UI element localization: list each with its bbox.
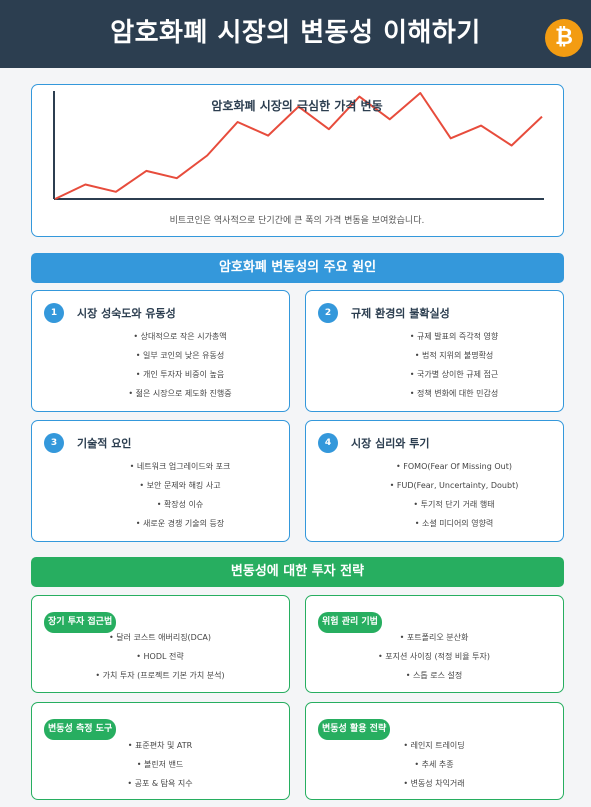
list-item: • 볼린저 밴드 [136,760,184,769]
strategy-bullet-list: • 포트폴리오 분산화 • 포지션 사이징 (적정 비율 투자) • 스톱 로스… [306,628,562,685]
list-item: • 보안 문제와 해킹 사고 [139,481,221,490]
list-item: • 법적 지위의 불명확성 [414,351,494,360]
strategy-bullet-list: • 표준편차 및 ATR • 볼린저 밴드 • 공포 & 탐욕 지수 [32,736,288,793]
strategies-heading: 변동성에 대한 투자 전략 [31,557,564,587]
chart-caption: 비트코인은 역사적으로 단기간에 큰 폭의 가격 변동을 보여왔습니다. [169,216,425,226]
strategy-bullet-list: • 레인지 트레이딩 • 추세 추종 • 변동성 차익거래 [306,736,562,793]
list-item: • 추세 추종 [414,760,454,769]
strategy-title-badge: 변동성 측정 도구 [44,719,117,740]
list-item: • 확장성 이슈 [156,500,204,509]
price-chart-card: 암호화폐 시장의 극심한 가격 변동 비트코인은 역사적으로 단기간에 큰 폭의… [31,84,564,237]
list-item: • 국가별 상이한 규제 접근 [409,370,499,379]
list-item: • 개인 투자자 비중이 높음 [135,370,225,379]
cause-bullet-list: • 상대적으로 작은 시가총액 • 일부 코인의 낮은 유동성 • 개인 투자자… [32,327,288,403]
strategy-bullet-list: • 달러 코스트 애버리징(DCA) • HODL 전략 • 가치 투자 (프로… [32,628,288,685]
cause-card-2: 2 규제 환경의 불확실성 • 규제 발표의 즉각적 영향 • 법적 지위의 불… [305,290,564,412]
list-item: • 표준편차 및 ATR [127,741,193,750]
cause-card-4: 4 시장 심리와 투기 • FOMO(Fear Of Missing Out) … [305,420,564,542]
list-item: • 소셜 미디어의 영향력 [414,519,494,528]
cause-title: 규제 환경의 불확실성 [351,307,450,320]
list-item: • 포지션 사이징 (적정 비율 투자) [378,652,490,661]
cause-bullet-list: • 네트워크 업그레이드와 포크 • 보안 문제와 해킹 사고 • 확장성 이슈… [32,457,288,533]
price-chart [53,91,544,200]
cause-number-badge: 2 [318,303,338,323]
list-item: • 네트워크 업그레이드와 포크 [129,462,231,471]
list-item: • 변동성 차익거래 [403,779,465,788]
list-item: • 젊은 시장으로 제도화 진행중 [128,389,232,398]
strategy-card-long-term: 장기 투자 접근법 • 달러 코스트 애버리징(DCA) • HODL 전략 •… [31,595,290,693]
strategy-title-badge: 변동성 활용 전략 [318,719,391,740]
price-series-line [54,92,543,200]
cause-number-badge: 3 [44,433,64,453]
cause-title: 시장 심리와 투기 [351,437,430,450]
cause-title: 시장 성숙도와 유동성 [77,307,176,320]
cause-card-1: 1 시장 성숙도와 유동성 • 상대적으로 작은 시가총액 • 일부 코인의 낮… [31,290,290,412]
list-item: • 규제 발표의 즉각적 영향 [409,332,499,341]
list-item: • 스톱 로스 설정 [405,671,463,680]
strategy-card-volatility-tools: 변동성 측정 도구 • 표준편차 및 ATR • 볼린저 밴드 • 공포 & 탐… [31,702,290,800]
cause-card-3: 3 기술적 요인 • 네트워크 업그레이드와 포크 • 보안 문제와 해킹 사고… [31,420,290,542]
cause-title: 기술적 요인 [77,437,132,450]
strategy-title-badge: 장기 투자 접근법 [44,612,117,633]
list-item: • 상대적으로 작은 시가총액 [133,332,227,341]
strategy-card-volatility-usage: 변동성 활용 전략 • 레인지 트레이딩 • 추세 추종 • 변동성 차익거래 [305,702,564,800]
strategy-card-risk-management: 위험 관리 기법 • 포트폴리오 분산화 • 포지션 사이징 (적정 비율 투자… [305,595,564,693]
list-item: • 투기적 단기 거래 행태 [413,500,495,509]
causes-heading: 암호화폐 변동성의 주요 원인 [31,253,564,283]
list-item: • 일부 코인의 낮은 유동성 [135,351,225,360]
cause-number-badge: 1 [44,303,64,323]
list-item: • 가치 투자 (프로젝트 기본 가치 분석) [95,671,225,680]
bitcoin-icon: ₿ [545,19,583,57]
list-item: • 새로운 경쟁 기술의 등장 [135,519,225,528]
cause-number-badge: 4 [318,433,338,453]
cause-bullet-list: • 규제 발표의 즉각적 영향 • 법적 지위의 불명확성 • 국가별 상이한 … [306,327,562,403]
list-item: • 정책 변화에 대한 민감성 [409,389,499,398]
list-item: • FUD(Fear, Uncertainty, Doubt) [389,481,519,490]
chart-title: 암호화폐 시장의 극심한 가격 변동 [211,99,383,113]
list-item: • 포트폴리오 분산화 [399,633,469,642]
list-item: • FOMO(Fear Of Missing Out) [396,462,512,471]
strategy-title-badge: 위험 관리 기법 [318,612,382,633]
page-title: 암호화폐 시장의 변동성 이해하기 [110,18,481,48]
list-item: • 달러 코스트 애버리징(DCA) [108,633,212,642]
list-item: • HODL 전략 [136,652,184,661]
page-header: 암호화폐 시장의 변동성 이해하기 ₿ [0,0,591,68]
list-item: • 공포 & 탐욕 지수 [127,779,193,788]
list-item: • 레인지 트레이딩 [403,741,465,750]
cause-bullet-list: • FOMO(Fear Of Missing Out) • FUD(Fear, … [306,457,562,533]
